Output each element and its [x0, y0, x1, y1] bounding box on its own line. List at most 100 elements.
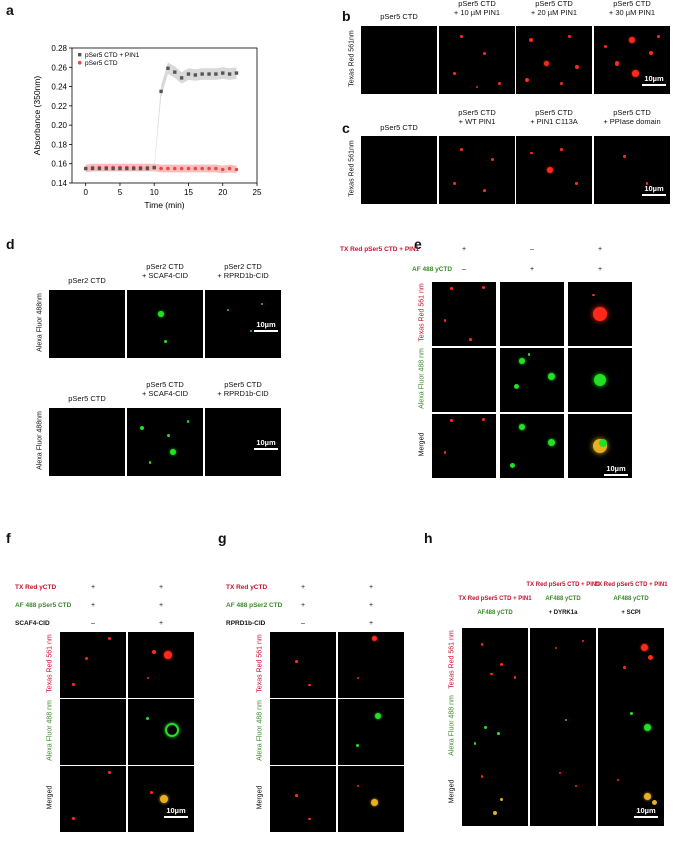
droplet: [529, 37, 534, 42]
droplet: [574, 64, 579, 69]
scale-bar: [254, 330, 278, 332]
panel-label-h: h: [424, 530, 433, 546]
row-label: Merged: [448, 779, 456, 804]
droplet: [629, 36, 635, 43]
row-label: Merged: [46, 785, 54, 810]
droplet: [632, 70, 640, 78]
droplet: [581, 640, 584, 643]
sign: –: [530, 246, 534, 253]
scale-bar: [634, 816, 658, 818]
droplet: [644, 723, 651, 731]
droplet: [146, 717, 150, 721]
droplet: [483, 51, 487, 55]
droplet: [449, 287, 453, 290]
droplet: [651, 800, 657, 806]
droplet: [490, 672, 493, 676]
droplet: [543, 60, 549, 66]
sign: +: [461, 246, 467, 253]
data-point-pin1: [138, 166, 143, 171]
sign: +: [300, 584, 306, 591]
y-tick-label: 0.24: [51, 83, 67, 92]
droplet: [629, 712, 633, 716]
scale-bar: [604, 474, 628, 476]
droplet: [529, 151, 533, 155]
scale-bar-label: 10µm: [644, 74, 664, 83]
micrograph-tile: [338, 632, 404, 698]
legend-label-pser5: pSer5 CTD: [85, 60, 118, 67]
micrograph-tile: [500, 282, 564, 346]
droplet: [140, 426, 145, 431]
droplet: [469, 338, 472, 341]
droplet: [474, 742, 477, 745]
droplet: [443, 451, 446, 454]
droplet: [460, 34, 464, 38]
droplet: [186, 420, 189, 423]
sign: –: [462, 266, 466, 273]
droplet: [575, 182, 579, 185]
column-header: AF488 yCTD: [477, 610, 513, 616]
droplet: [475, 86, 479, 89]
micrograph-tile: [338, 766, 404, 832]
droplet: [649, 51, 653, 56]
droplet: [158, 310, 165, 317]
y-tick-label: 0.18: [51, 140, 67, 149]
scale-bar-label: 10µm: [166, 806, 186, 815]
micrograph-tile: [598, 760, 664, 826]
data-point-pin1: [214, 72, 218, 76]
droplet: [71, 683, 75, 687]
condition-label: SCAF4-CID: [15, 620, 50, 627]
column-header: TX Red pSer5 CTD + PIN1: [526, 582, 600, 588]
micrograph-tile: [432, 414, 496, 478]
droplet: [513, 383, 519, 389]
droplet: [565, 719, 568, 722]
row-label: Texas Red 561nm: [348, 30, 356, 87]
data-point-pser5: [179, 166, 184, 171]
droplet: [646, 182, 649, 185]
droplet: [592, 293, 595, 296]
column-header: pSer5 CTD + PPIase domain: [603, 108, 661, 126]
droplet: [500, 662, 504, 666]
column-header: pSer5 CTD + 20 µM PIN1: [530, 0, 578, 17]
scale-bar-label: 10µm: [256, 438, 276, 447]
micrograph-tile: [530, 694, 596, 760]
data-point-pin1: [125, 166, 129, 171]
droplet: [295, 660, 298, 663]
column-header: pSer5 CTD + 30 µM PIN1: [608, 0, 656, 17]
row-label: Merged: [418, 432, 426, 457]
data-point-pser5: [234, 167, 239, 172]
panel-label-e: e: [414, 236, 422, 252]
data-point-pin1: [152, 165, 156, 170]
micrograph-tile: [432, 348, 496, 412]
droplet: [460, 148, 464, 151]
data-point-pin1: [131, 166, 136, 171]
droplet: [599, 438, 608, 447]
data-point-pin1: [104, 166, 108, 171]
data-point-pin1: [227, 72, 232, 76]
micrograph-tile: [462, 694, 528, 760]
micrograph-tile: [530, 628, 596, 694]
droplet: [481, 417, 485, 421]
droplet: [226, 309, 229, 312]
condition-label: TX Red yCTD: [226, 584, 268, 591]
column-header: pSer5 CTD + SCAF4-CID: [141, 380, 189, 398]
droplet: [497, 732, 500, 735]
micrograph-tile: [205, 290, 281, 358]
y-tick-label: 0.26: [51, 63, 67, 72]
micrograph-tile: [462, 760, 528, 826]
micrograph-tile: [60, 632, 126, 698]
data-point-pser5: [227, 166, 232, 171]
micrograph-tile: [270, 699, 336, 765]
x-axis-label: Time (min): [144, 200, 184, 210]
sign: –: [91, 620, 95, 627]
droplet: [483, 725, 487, 729]
condition-label: RPRD1b-CID: [226, 620, 266, 627]
droplet: [490, 158, 494, 162]
micrograph-tile: [462, 628, 528, 694]
droplet: [603, 44, 607, 48]
panel-label-b: b: [342, 8, 351, 24]
data-point-pin1: [186, 72, 191, 76]
droplet: [249, 329, 252, 332]
x-tick-label: 0: [83, 188, 88, 197]
scale-bar-label: 10µm: [256, 320, 276, 329]
droplet: [163, 339, 167, 343]
